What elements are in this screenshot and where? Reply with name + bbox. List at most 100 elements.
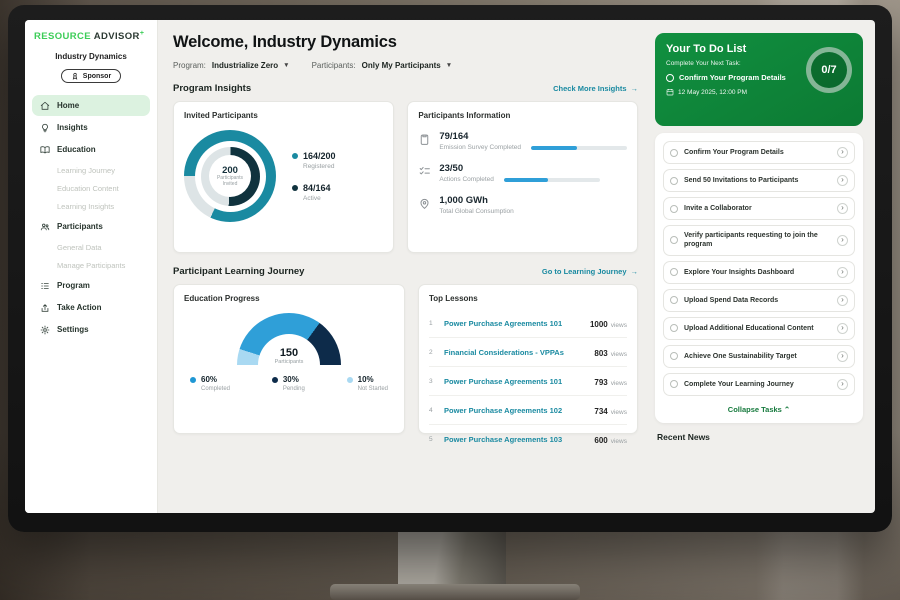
chevron-right-icon[interactable]: › [837,350,848,362]
lesson-row[interactable]: 1 Power Purchase Agreements 101 1000 view… [429,309,627,338]
sidebar-item-education-content[interactable]: Education Content [57,183,119,193]
todo-subtitle: Complete Your Next Task: [666,60,741,67]
monitor-stand-base [330,584,580,600]
checkbox-circle-icon[interactable] [670,176,678,185]
progress-bar-emission [531,145,627,150]
sidebar-item-participants[interactable]: Participants [32,216,150,237]
card-title: Education Progress [184,294,260,303]
go-to-learning-journey-link[interactable]: Go to Learning Journey → [541,267,638,276]
gear-icon [40,325,50,335]
checkbox-circle-icon[interactable] [670,296,678,305]
chevron-right-icon[interactable]: › [837,234,848,246]
lesson-row[interactable]: 5 Power Purchase Agreements 103 600 views [429,434,627,446]
chevron-right-icon[interactable]: › [837,378,848,390]
sidebar-item-program[interactable]: Program [32,275,150,296]
checkbox-circle-icon[interactable] [670,148,678,157]
section-title-program-insights: Program Insights [173,83,252,94]
task-row[interactable]: Send 50 Invitations to Participants › [663,169,855,192]
chevron-right-icon[interactable]: › [837,203,848,214]
info-row-actions: 23/50 Actions Completed [418,163,627,183]
sidebar-item-home[interactable]: Home [32,95,150,117]
task-row[interactable]: Confirm Your Program Details › [663,141,855,164]
page-title: Welcome, Industry Dynamics [173,33,397,51]
lesson-row[interactable]: 2 Financial Considerations - VPPAs 803 vi… [429,338,627,367]
donut-center-value: 200 [222,164,238,176]
checkbox-circle-icon[interactable] [670,268,678,277]
checkbox-circle-icon[interactable] [670,204,678,213]
location-pin-icon [420,198,429,209]
participants-dropdown[interactable]: Only My Participants ▼ [361,61,453,70]
task-row[interactable]: Upload Additional Educational Content › [663,316,855,340]
app-logo: RESOURCE ADVISOR+ [32,30,150,42]
award-icon [72,73,78,80]
sidebar-item-label: Home [57,101,80,111]
lesson-row[interactable]: 4 Power Purchase Agreements 102 734 views [429,396,627,425]
task-row[interactable]: Upload Spend Data Records › [663,288,855,312]
monitor-stand-neck [398,528,506,588]
todo-progress-ring: 0/7 [806,47,852,93]
gauge-center-label: Participants [274,359,304,365]
todo-panel: Your To Do List Complete Your Next Task:… [650,20,875,513]
sidebar-item-education[interactable]: Education [32,139,150,160]
education-progress-card: Education Progress 150 Participants 60% … [173,284,405,434]
chevron-down-icon: ▼ [283,62,290,69]
sponsor-badge[interactable]: Sponsor [60,69,122,84]
calendar-icon [666,89,674,96]
chevron-down-icon: ▼ [445,62,453,69]
legend-dot-not-started [346,376,353,383]
sidebar-item-general-data[interactable]: General Data [57,242,102,252]
sidebar-item-learning-journey[interactable]: Learning Journey [57,165,115,175]
sidebar-item-settings[interactable]: Settings [32,319,150,340]
todo-summary-card: Your To Do List Complete Your Next Task:… [655,33,863,126]
task-row[interactable]: Achieve One Sustainability Target › [663,344,855,368]
recent-news-title: Recent News [657,431,710,442]
lesson-row[interactable]: 3 Power Purchase Agreements 101 793 views [429,367,627,396]
program-filter-label: Program: [173,61,206,70]
legend-dot-pending [271,376,278,383]
chevron-right-icon[interactable]: › [837,175,848,186]
lightbulb-icon [42,123,48,132]
info-row-emission-survey: 79/164 Emission Survey Completed [418,131,627,151]
todo-task-list: Confirm Your Program Details › Send 50 I… [655,133,863,423]
checkbox-circle-icon[interactable] [666,73,674,82]
checkbox-circle-icon[interactable] [670,380,678,389]
check-more-insights-link[interactable]: Check More Insights → [553,84,638,93]
task-row[interactable]: Complete Your Learning Journey › [663,372,855,396]
task-row[interactable]: Invite a Collaborator › [663,197,855,220]
collapse-tasks-link[interactable]: Collapse Tasks ⌃ [727,404,791,414]
monitor-bezel: RESOURCE ADVISOR+ Industry Dynamics Spon… [8,5,892,532]
checkbox-circle-icon[interactable] [670,352,678,361]
sidebar-item-insights[interactable]: Insights [32,117,150,138]
task-row[interactable]: Verify participants requesting to join t… [663,225,855,256]
task-row[interactable]: Explore Your Insights Dashboard › [663,260,855,284]
participants-filter-label: Participants: [311,61,356,70]
section-title-learning-journey: Participant Learning Journey [173,266,305,277]
todo-next-task[interactable]: Confirm Your Program Details [666,73,801,82]
chevron-right-icon[interactable]: › [837,294,848,306]
donut-legend: 164/200 Registered 84/164 Active [292,151,336,202]
org-name: Industry Dynamics [55,52,127,62]
card-title: Invited Participants [184,111,258,120]
sidebar-item-label: Settings [57,325,89,335]
sponsor-label: Sponsor [82,72,112,80]
checkbox-circle-icon[interactable] [670,236,678,245]
sidebar-item-manage-participants[interactable]: Manage Participants [57,260,126,270]
legend-item: 164/200 Registered [292,151,336,170]
card-title: Top Lessons [429,294,478,303]
sidebar-nav: Home Insights Education Learning Journey… [32,95,150,340]
sidebar-item-label: Program [57,281,90,291]
checkbox-circle-icon[interactable] [670,324,678,333]
info-row-consumption: 1,000 GWh Total Global Consumption [418,195,627,215]
legend-dot-active [292,184,298,191]
sidebar-item-learning-insights[interactable]: Learning Insights [57,201,115,211]
clipboard-icon [421,134,429,145]
sidebar-item-take-action[interactable]: Take Action [32,297,150,318]
donut-center-label: Participants Invited [216,174,244,187]
legend-dot-completed [190,376,196,383]
chevron-right-icon[interactable]: › [837,322,848,334]
chevron-right-icon[interactable]: › [837,266,848,278]
list-icon [41,282,49,289]
program-dropdown[interactable]: Industrialize Zero ▼ [211,61,290,70]
chevron-right-icon[interactable]: › [837,147,848,158]
monitor-screen: RESOURCE ADVISOR+ Industry Dynamics Spon… [25,20,875,513]
